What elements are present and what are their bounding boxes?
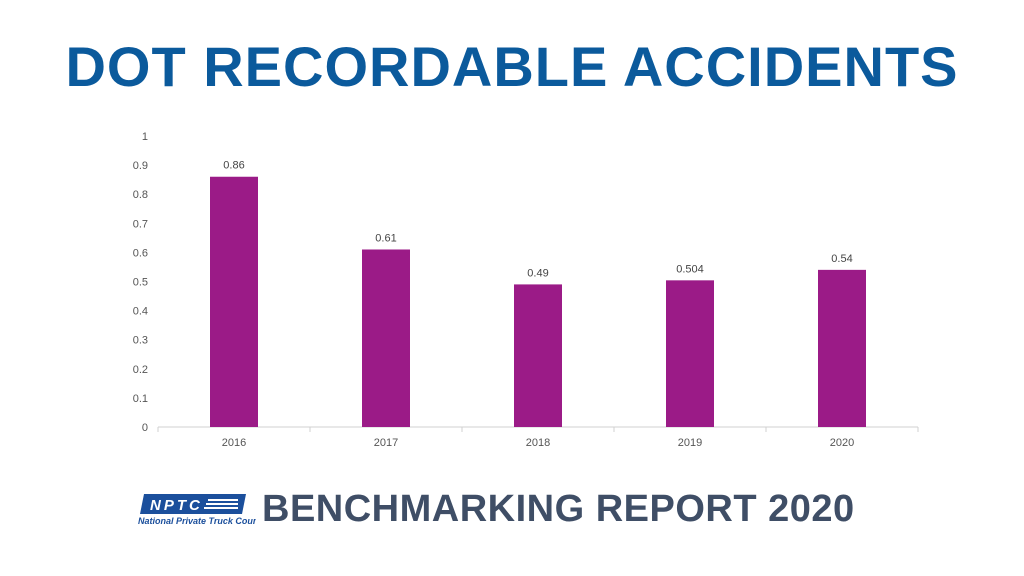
nptc-logo: NPTC National Private Truck Council — [138, 494, 256, 526]
bar-2020 — [818, 269, 866, 427]
data-label: 0.49 — [527, 267, 548, 279]
y-tick-label: 1 — [142, 131, 148, 143]
y-tick-label: 0.9 — [133, 160, 148, 172]
data-label: 0.61 — [375, 232, 396, 244]
svg-text:National Private Truck Council: National Private Truck Council — [138, 516, 256, 526]
y-tick-label: 0.8 — [133, 189, 148, 201]
y-tick-label: 0.1 — [133, 393, 148, 405]
y-tick-label: 0.2 — [133, 364, 148, 376]
bar-2016 — [210, 176, 258, 427]
data-label: 0.54 — [831, 253, 852, 265]
y-tick-label: 0.6 — [133, 247, 148, 259]
y-tick-label: 0.3 — [133, 335, 148, 347]
svg-text:NPTC: NPTC — [150, 497, 203, 514]
footer-title: BENCHMARKING REPORT 2020 — [262, 488, 855, 530]
x-tick-label: 2016 — [222, 437, 246, 449]
bar-2019 — [666, 280, 714, 427]
bar-2017 — [362, 249, 410, 427]
y-tick-label: 0 — [142, 422, 148, 434]
x-tick-label: 2017 — [374, 437, 398, 449]
y-tick-label: 0.5 — [133, 277, 148, 289]
data-label: 0.86 — [223, 160, 244, 172]
page-title: DOT RECORDABLE ACCIDENTS — [65, 35, 959, 98]
y-tick-label: 0.4 — [133, 306, 148, 318]
x-tick-label: 2019 — [678, 437, 702, 449]
x-tick-label: 2018 — [526, 437, 550, 449]
x-tick-label: 2020 — [830, 437, 854, 449]
y-tick-label: 0.7 — [133, 218, 148, 230]
bar-2018 — [514, 284, 562, 427]
data-label: 0.504 — [676, 263, 704, 275]
